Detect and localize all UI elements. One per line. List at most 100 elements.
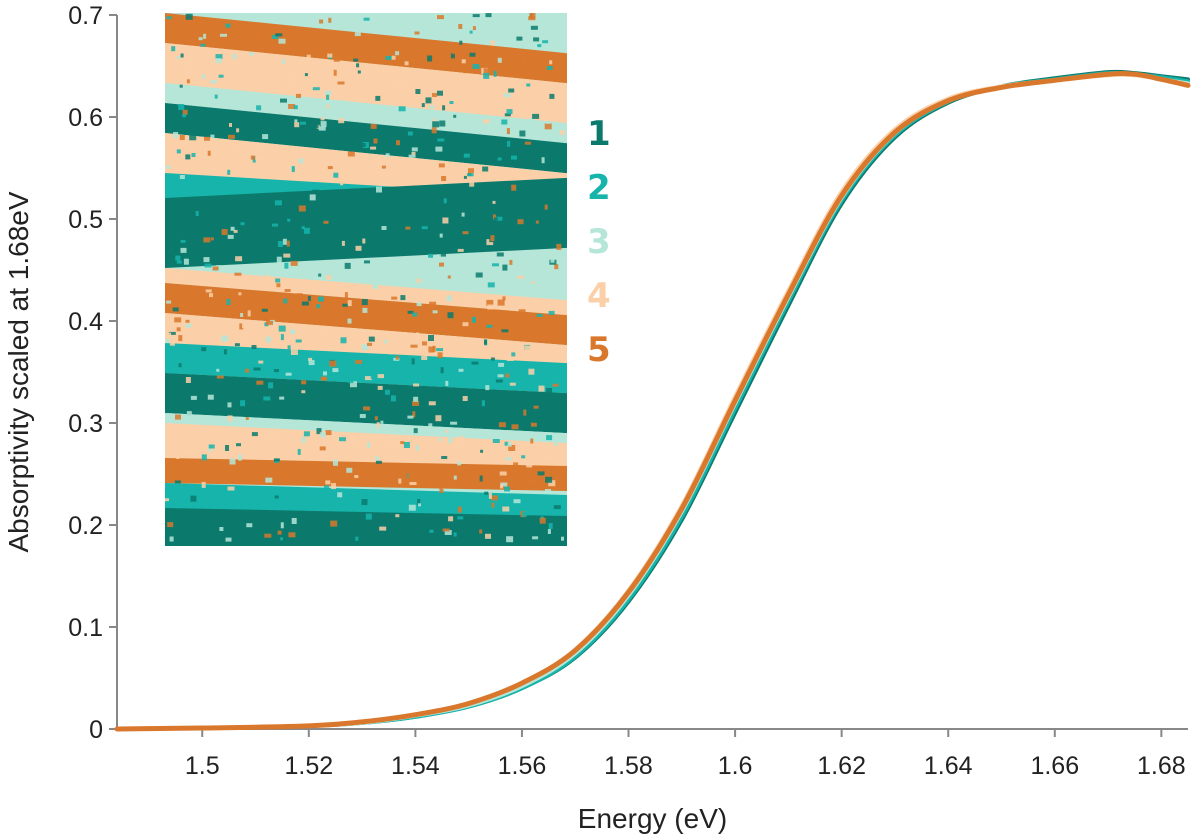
inset-speckle bbox=[488, 492, 492, 499]
inset-speckle bbox=[441, 456, 448, 459]
inset-speckle bbox=[221, 335, 229, 342]
inset-speckle bbox=[545, 476, 553, 483]
inset-speckle bbox=[437, 90, 443, 96]
inset-speckle bbox=[179, 135, 185, 140]
inset-speckle bbox=[227, 486, 235, 491]
inset-speckle bbox=[428, 335, 434, 341]
inset-speckle bbox=[169, 536, 174, 542]
inset-speckle bbox=[328, 17, 332, 23]
inset-speckle bbox=[338, 118, 345, 124]
inset-speckle bbox=[418, 430, 425, 434]
inset-speckle bbox=[190, 395, 197, 400]
inset-speckle bbox=[204, 263, 212, 268]
inset-speckle bbox=[511, 155, 517, 160]
inset-speckle bbox=[165, 338, 170, 344]
inset-speckle bbox=[492, 439, 500, 443]
inset-speckle bbox=[421, 103, 425, 108]
y-tick-label: 0.5 bbox=[68, 206, 103, 234]
inset-speckle bbox=[228, 134, 235, 139]
inset-speckle bbox=[377, 385, 383, 390]
inset-speckle bbox=[432, 118, 436, 122]
inset-speckle bbox=[550, 256, 555, 263]
inset-speckle bbox=[340, 337, 347, 344]
inset-speckle bbox=[320, 191, 328, 195]
inset-speckle bbox=[409, 393, 413, 400]
inset-speckle bbox=[266, 359, 271, 363]
y-tick-label: 0.4 bbox=[68, 308, 103, 336]
inset-speckle bbox=[365, 412, 370, 418]
inset-speckle bbox=[232, 54, 237, 60]
inset-speckle bbox=[411, 147, 418, 152]
inset-speckle bbox=[501, 119, 508, 125]
inset-speckle bbox=[483, 68, 491, 74]
inset-speckle bbox=[174, 317, 182, 323]
inset-speckle bbox=[218, 74, 224, 78]
inset-speckle bbox=[538, 385, 545, 392]
inset-speckle bbox=[375, 460, 382, 464]
inset-speckle bbox=[186, 411, 192, 418]
inset-speckle bbox=[442, 528, 450, 532]
inset-speckle bbox=[391, 296, 398, 300]
inset-band bbox=[165, 283, 567, 346]
inset-speckle bbox=[544, 204, 548, 210]
inset-speckle bbox=[443, 399, 449, 403]
inset-speckle bbox=[462, 396, 468, 401]
x-tick-label: 1.56 bbox=[498, 752, 547, 780]
inset-speckle bbox=[176, 327, 181, 332]
inset-speckle bbox=[298, 205, 306, 212]
inset-speckle bbox=[499, 471, 507, 476]
inset-speckle bbox=[225, 23, 231, 28]
inset-speckle bbox=[462, 231, 469, 235]
inset-speckle bbox=[323, 220, 329, 224]
y-tick-label: 0.6 bbox=[68, 104, 103, 132]
inset-speckle bbox=[493, 70, 497, 77]
inset-speckle bbox=[486, 299, 494, 306]
inset-speckle bbox=[428, 401, 436, 406]
inset-speckle bbox=[362, 307, 368, 313]
y-tick-label: 0.2 bbox=[68, 512, 103, 540]
inset-speckle bbox=[331, 285, 335, 290]
inset-speckle bbox=[283, 298, 288, 304]
inset-speckle bbox=[500, 482, 508, 487]
inset-speckle bbox=[490, 495, 498, 501]
inset-speckle bbox=[556, 243, 562, 250]
inset-speckle bbox=[500, 484, 503, 489]
inset-speckle bbox=[333, 469, 340, 475]
inset-speckle bbox=[432, 121, 440, 128]
inset-speckle bbox=[285, 372, 292, 376]
inset-speckle bbox=[439, 486, 443, 490]
inset-speckle bbox=[357, 70, 361, 74]
inset-speckle bbox=[331, 483, 336, 490]
inset-speckle bbox=[475, 272, 483, 278]
inset-speckle bbox=[232, 143, 239, 147]
inset-speckle bbox=[333, 69, 337, 76]
inset-speckle bbox=[428, 346, 435, 353]
inset-speckle bbox=[385, 326, 389, 330]
inset-speckle bbox=[391, 55, 396, 60]
inset-speckle bbox=[457, 516, 464, 520]
inset-speckle bbox=[429, 301, 437, 308]
inset-speckle bbox=[223, 216, 229, 221]
inset-speckle bbox=[370, 146, 377, 150]
inset-speckle bbox=[225, 537, 232, 542]
x-tick-label: 1.5 bbox=[185, 752, 220, 780]
inset-speckle bbox=[265, 336, 271, 343]
inset-speckle bbox=[384, 339, 388, 344]
inset-speckle bbox=[415, 444, 419, 451]
inset-speckle bbox=[372, 285, 377, 289]
inset-speckle bbox=[227, 415, 233, 422]
inset-band bbox=[165, 43, 567, 124]
inset-speckle bbox=[280, 334, 284, 341]
inset-speckle bbox=[381, 165, 386, 169]
legend-label-4: 4 bbox=[587, 276, 611, 316]
inset-speckle bbox=[399, 312, 405, 319]
inset-speckle bbox=[439, 120, 446, 127]
inset-speckle bbox=[463, 175, 467, 179]
inset-speckle bbox=[450, 482, 457, 487]
inset-speckle bbox=[403, 442, 410, 448]
inset-speckle bbox=[492, 263, 499, 267]
inset-speckle bbox=[249, 52, 255, 56]
inset-speckle bbox=[395, 514, 400, 518]
inset-speckle bbox=[517, 275, 525, 279]
